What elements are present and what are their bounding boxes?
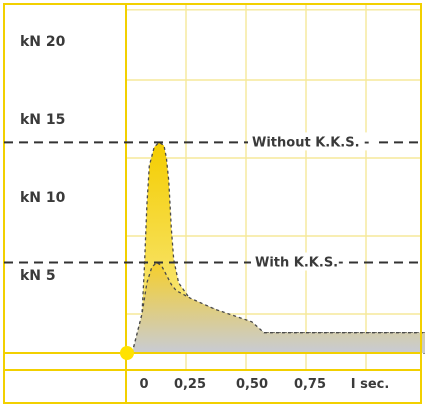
- x-tick-label: 0: [139, 377, 148, 392]
- y-tick-label: kN 15: [20, 112, 65, 128]
- y-tick-label: kN 5: [20, 268, 56, 284]
- x-tick-label: I sec.: [351, 377, 390, 392]
- y-tick-label: kN 20: [20, 34, 66, 50]
- reference-label: Without K.K.S. -: [252, 135, 369, 150]
- origin-dot: [120, 346, 134, 360]
- reference-label: With K.K.S.-: [255, 256, 344, 271]
- chart-frame: [3, 3, 422, 404]
- y-tick-label: kN 10: [20, 190, 66, 206]
- reference-label-background: [248, 132, 374, 151]
- x-tick-label: 0,75: [294, 377, 326, 392]
- x-tick-label: 0,25: [174, 377, 206, 392]
- reference-label-background: [251, 252, 348, 271]
- series-with-kks-area: [131, 261, 425, 354]
- x-tick-label: 0,50: [236, 377, 268, 392]
